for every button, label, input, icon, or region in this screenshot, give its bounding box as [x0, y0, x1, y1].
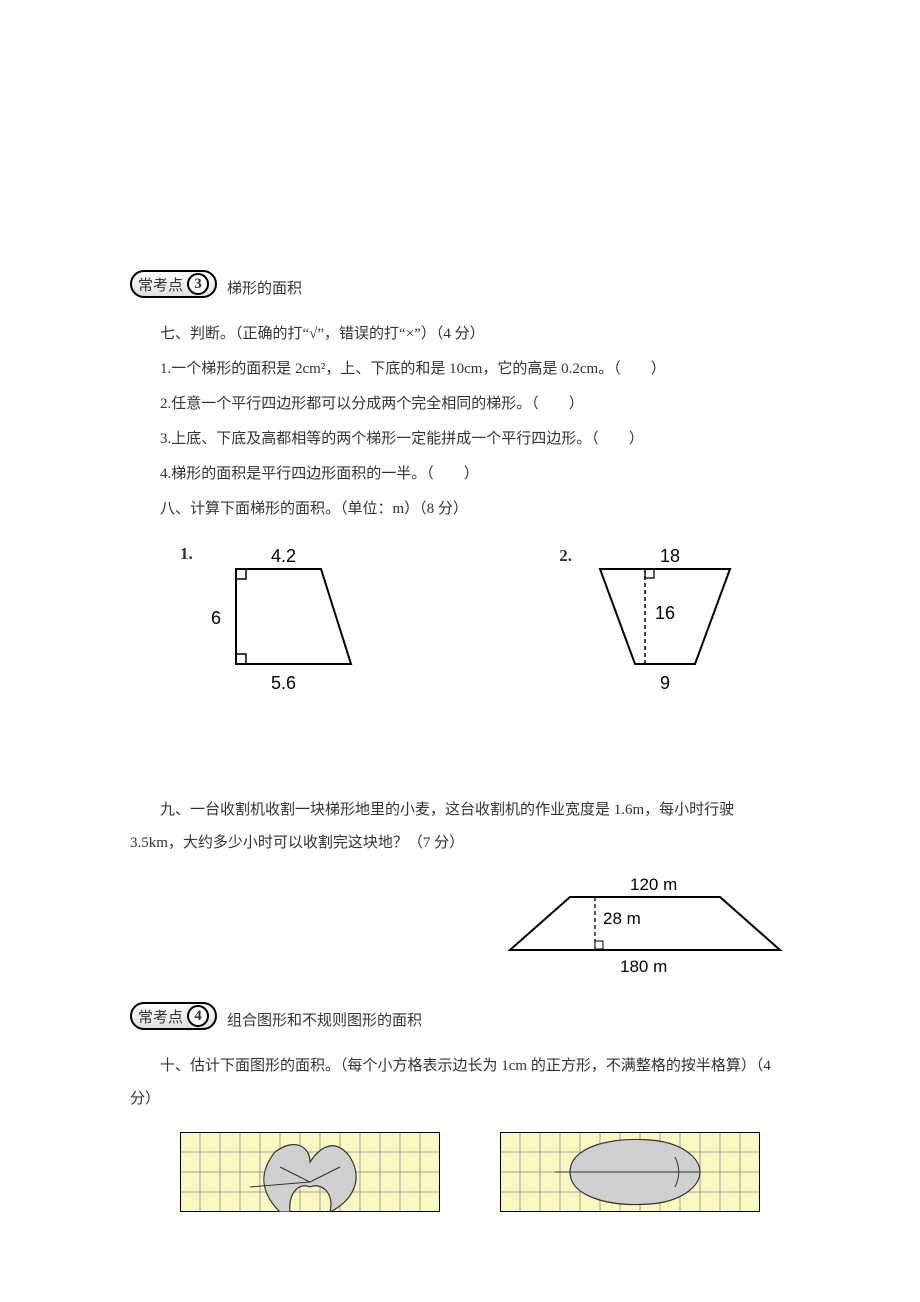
- badge-4: 常考点 4: [130, 1002, 217, 1030]
- q8-fig1-left: 6: [211, 608, 221, 628]
- badge-4-text: 常考点: [138, 1006, 183, 1027]
- right-angle-1b: [236, 569, 246, 579]
- q8-fig1-svg: 4.2 6 5.6: [201, 544, 371, 694]
- q8-fig2-svg: 18 16 9: [580, 544, 750, 694]
- q8-fig1-label: 1.: [180, 544, 193, 564]
- q8-fig1-top: 4.2: [271, 546, 296, 566]
- trapezoid-1: [236, 569, 351, 664]
- q8-heading: 八、计算下面梯形的面积。（单位：m）（8 分）: [130, 493, 790, 526]
- q9-bottom: 180 m: [620, 957, 667, 976]
- q8-fig1: 1. 4.2 6 5.6: [180, 544, 371, 694]
- q9-mid: 28 m: [603, 909, 641, 928]
- badge-4-caption: 组合图形和不规则图形的面积: [227, 1009, 422, 1030]
- right-angle-2: [645, 569, 654, 578]
- q9-trapezoid: [510, 897, 780, 950]
- badge-4-num: 4: [187, 1005, 209, 1027]
- q8-fig2-top: 18: [660, 546, 680, 566]
- q8-fig2-mid: 16: [655, 603, 675, 623]
- q7-heading: 七、判断。（正确的打“√”，错误的打“×”）（4 分）: [130, 318, 790, 351]
- q10-grid1: [180, 1132, 440, 1212]
- q9-fig: 120 m 28 m 180 m: [490, 872, 790, 982]
- right-angle-1a: [236, 654, 246, 664]
- q7-item-2: 2.任意一个平行四边形都可以分成两个完全相同的梯形。（ ）: [130, 388, 790, 421]
- q9-top: 120 m: [630, 875, 677, 894]
- q8-fig2-label: 2.: [559, 546, 572, 566]
- q8-fig2: 2. 18 16 9: [559, 544, 750, 694]
- q10-grid2: [500, 1132, 760, 1212]
- q8-fig1-bottom: 5.6: [271, 673, 296, 693]
- q7-item-4: 4.梯形的面积是平行四边形面积的一半。（ ）: [130, 458, 790, 491]
- q9-right-angle: [595, 941, 603, 949]
- q9-text: 九、一台收割机收割一块梯形地里的小麦，这台收割机的作业宽度是 1.6m，每小时行…: [130, 794, 790, 860]
- badge-3: 常考点 3: [130, 270, 217, 298]
- badge-3-text: 常考点: [138, 274, 183, 295]
- q10-text: 十、估计下面图形的面积。（每个小方格表示边长为 1cm 的正方形，不满整格的按半…: [130, 1050, 790, 1116]
- q7-item-3: 3.上底、下底及高都相等的两个梯形一定能拼成一个平行四边形。（ ）: [130, 423, 790, 456]
- q8-fig2-bottom: 9: [660, 673, 670, 693]
- badge-3-caption: 梯形的面积: [227, 277, 302, 298]
- badge-3-num: 3: [187, 273, 209, 295]
- q7-item-1: 1.一个梯形的面积是 2cm²，上、下底的和是 10cm，它的高是 0.2cm。…: [130, 353, 790, 386]
